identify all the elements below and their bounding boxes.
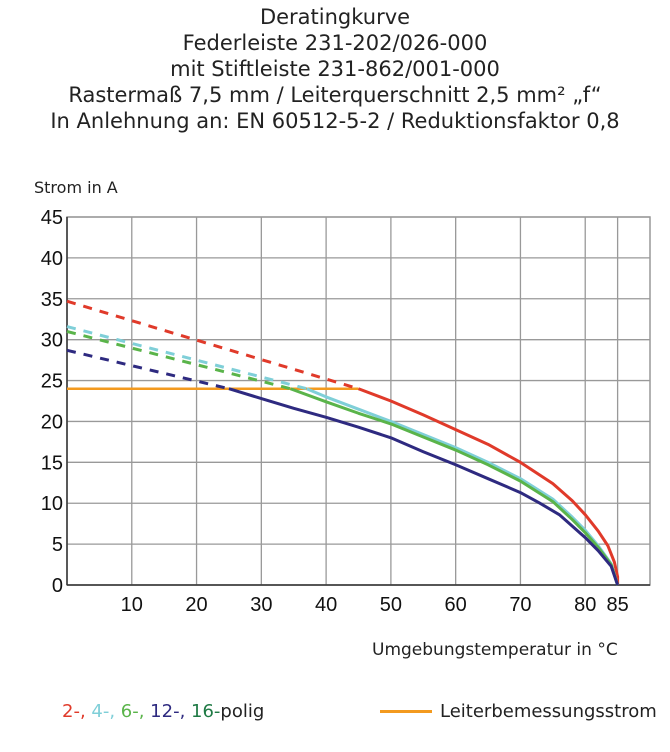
plot-frame — [66, 216, 651, 586]
x-tick-label: 60 — [445, 594, 467, 616]
legend-entry: 12-, — [144, 701, 186, 722]
series-2-line — [357, 387, 620, 585]
x-tick-label: 40 — [315, 594, 337, 616]
legend-entry: 2-, — [62, 701, 86, 722]
x-tick-label: 70 — [509, 594, 531, 616]
series-6-line — [289, 387, 620, 586]
legend-swatch — [380, 710, 432, 713]
x-tick-label: 10 — [121, 594, 143, 616]
series-4-line — [306, 387, 620, 586]
y-tick-label: 20 — [41, 411, 63, 433]
title-line: Federleiste 231-202/026-000 — [182, 31, 488, 55]
y-tick-label: 0 — [52, 575, 63, 597]
series-4-dashed — [66, 325, 308, 391]
series-2-dashed — [66, 299, 359, 391]
y-tick-label: 40 — [41, 248, 63, 270]
y-tick-label: 15 — [41, 452, 63, 474]
title-line: mit Stiftleiste 231-862/001-000 — [170, 57, 500, 81]
series-6-dashed — [66, 330, 291, 391]
legend-poles: 2-, 4-, 6-, 12-, 16-polig — [62, 701, 264, 722]
x-tick-label: 85 — [606, 594, 628, 616]
y-tick-label: 5 — [52, 534, 63, 556]
legend-entry: polig — [220, 701, 265, 722]
y-tick-label: 30 — [41, 330, 63, 352]
y-axis-label: Strom in A — [34, 178, 118, 197]
legend-entry: 4-, — [85, 701, 116, 722]
y-tick-label: 10 — [41, 493, 63, 515]
x-tick-label: 20 — [185, 594, 207, 616]
legend-reference: Leiterbemessungsstrom — [380, 701, 657, 722]
x-tick-label: 30 — [250, 594, 272, 616]
title-line: In Anlehnung an: EN 60512-5-2 / Reduktio… — [50, 109, 620, 133]
series-12-line — [228, 387, 620, 586]
y-tick-label: 45 — [41, 207, 63, 229]
title-line: Rastermaß 7,5 mm / Leiterquerschnitt 2,5… — [68, 83, 602, 107]
y-tick-label: 35 — [41, 289, 63, 311]
x-tick-label: 50 — [380, 594, 402, 616]
x-tick-label: 80 — [574, 594, 596, 616]
legend-entry: 6-, — [115, 701, 145, 722]
series-12-dashed — [66, 348, 230, 391]
legend-entry: 16- — [185, 701, 221, 722]
title-line: Deratingkurve — [259, 5, 411, 29]
x-axis-label: Umgebungstemperatur in °C — [372, 640, 618, 660]
y-tick-label: 25 — [41, 371, 63, 393]
legend-reference-label: Leiterbemessungsstrom — [440, 701, 657, 722]
chart-title: Deratingkurve Federleiste 231-202/026-00… — [0, 4, 670, 134]
